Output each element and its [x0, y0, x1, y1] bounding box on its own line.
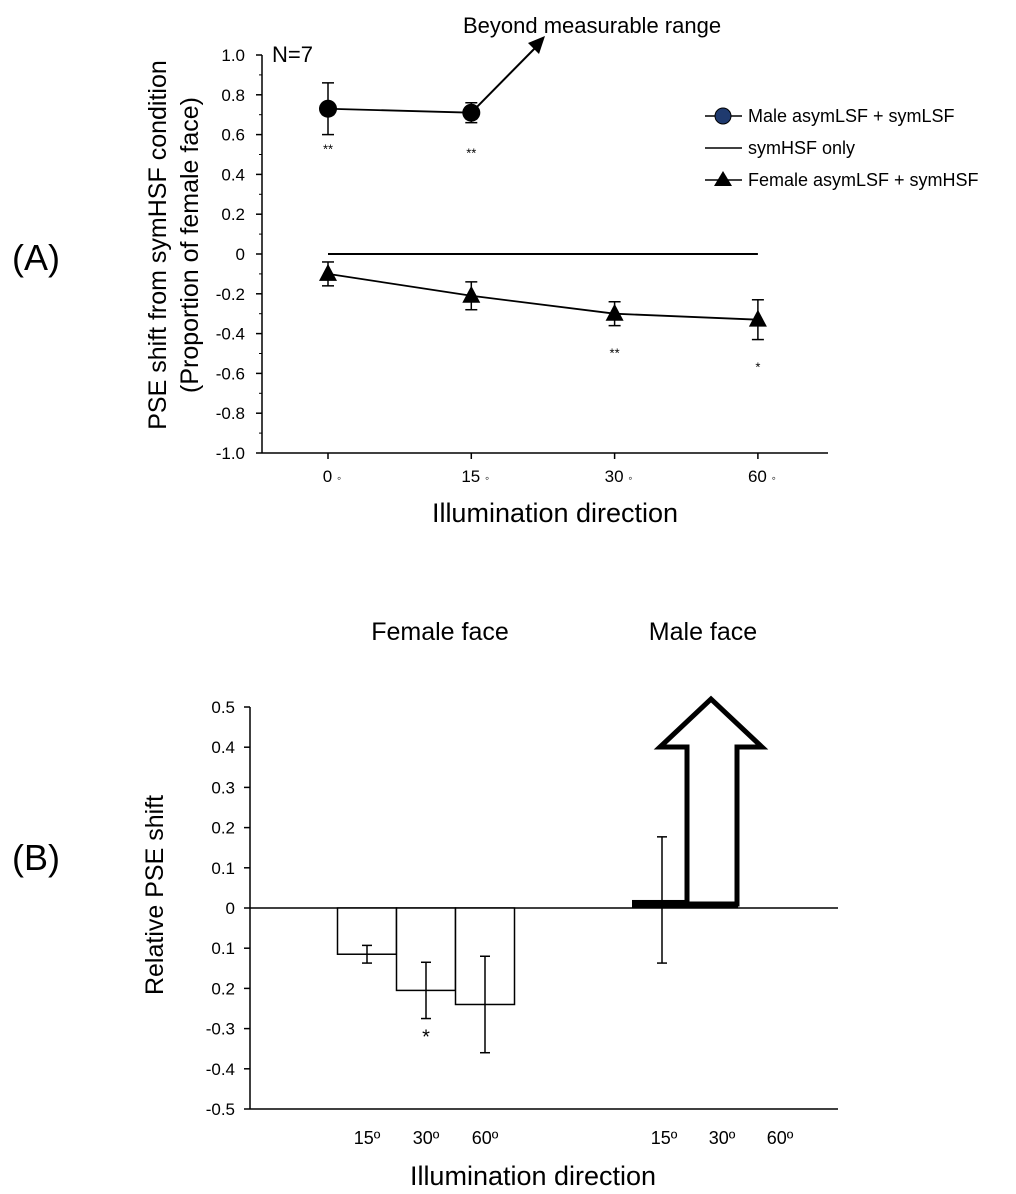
panel-a-x-ticks: 0 ◦ 15 ◦ 30 ◦ 60 ◦ [323, 453, 776, 486]
panel-b-bars: * [336, 695, 769, 1054]
panel-a-point-female [605, 303, 624, 321]
panel-b-significance-mark: * [422, 1027, 430, 1049]
panel-b: (B) Female face Male face -0.5 -0.4 -0.3 0.… [12, 618, 838, 1191]
panel-a-significance-mark: ** [466, 146, 476, 161]
panel-a-y-tick-label: 0.8 [221, 86, 245, 105]
panel-b-group-label-female: Female face [371, 618, 509, 646]
panel-a-y-tick-label: 0 [236, 245, 245, 264]
panel-a-degree-mark: ◦ [485, 471, 489, 485]
panel-b-x-axis-label: Illumination direction [410, 1161, 656, 1191]
panel-a-y-tick-label: 0.6 [221, 126, 245, 145]
panel-a-y-axis-label-line1: PSE shift from symHSF condition [144, 60, 172, 430]
panel-a-label: (A) [12, 237, 60, 278]
panel-a-point-female [462, 285, 481, 303]
panel-a-x-axis-label: Illumination direction [432, 498, 678, 528]
panel-a-y-tick-label: -0.6 [216, 364, 245, 383]
panel-a-x-tick-label: 0 ◦ [323, 467, 341, 486]
panel-b-y-tick-label: 0.1 [211, 939, 235, 958]
panel-a-annotation: Beyond measurable range [463, 13, 721, 38]
panel-b-x-tick-label-female: 30º [413, 1128, 440, 1148]
legend-marker-male [714, 107, 732, 125]
panel-b-x-ticks: 15º 30º 60º 15º 30º 60º [354, 1128, 794, 1148]
panel-a-y-tick-label: 0.4 [221, 165, 245, 184]
panel-a-significance-mark: ** [323, 142, 333, 157]
legend-marker-female [714, 171, 732, 186]
panel-b-y-tick-label: 0.3 [211, 778, 235, 797]
panel-b-y-tick-label: 0.1 [211, 859, 235, 878]
panel-a-y-tick-label: -0.8 [216, 404, 245, 423]
panel-a-y-ticks: -1.0 -0.8 -0.6 -0.4 -0.2 0 0.2 0.4 0.6 0.8 1.0 [216, 46, 262, 463]
panel-b-y-tick-label: -0.3 [206, 1020, 235, 1039]
panel-a-y-tick-label: -0.2 [216, 285, 245, 304]
panel-a-x-tick-label: 15 ◦ [461, 467, 489, 486]
panel-a-point-female [748, 309, 767, 327]
legend-label-female: Female asymLSF + symHSF [748, 170, 979, 190]
panel-a-series-line-male [327, 107, 472, 114]
panel-a-series: ** ***** [319, 36, 767, 375]
legend-label-male: Male asymLSF + symLSF [748, 106, 955, 126]
panel-a-significance-mark: * [755, 360, 760, 375]
panel-a-x-tick-label: 60 ◦ [748, 467, 776, 486]
panel-a-n-label: N=7 [272, 42, 313, 67]
panel-a-legend: Male asymLSF + symLSF symHSF only Female a… [705, 106, 979, 190]
legend-label-symhsf: symHSF only [748, 138, 855, 158]
panel-a-y-tick-label: 0.2 [221, 205, 245, 224]
panel-b-x-tick-label-female: 60º [472, 1128, 499, 1148]
panel-a-point-male [319, 99, 337, 118]
panel-b-y-axis-label: Relative PSE shift [141, 795, 169, 995]
panel-b-y-tick-label: 0.2 [211, 979, 235, 998]
panel-b-y-tick-label: 0.2 [211, 819, 235, 838]
panel-a-y-tick-label: -1.0 [216, 444, 245, 463]
panel-a-degree-mark: ◦ [772, 471, 776, 485]
panel-b-y-tick-label: -0.5 [206, 1100, 235, 1119]
panel-a-degree-mark: ◦ [628, 471, 632, 485]
panel-b-y-ticks: -0.5 -0.4 -0.3 0.2 0.1 0 0.1 0.2 0.3 0.4 0.5 [206, 698, 250, 1119]
panel-b-label: (B) [12, 837, 60, 878]
panel-a-series-line-female [327, 273, 758, 321]
panel-a-annotation-arrowhead [528, 36, 545, 54]
panel-a-y-tick-label: -0.4 [216, 325, 245, 344]
panel-a-y-tick-label: 1.0 [221, 46, 245, 65]
panel-b-x-tick-label-male: 60º [767, 1128, 794, 1148]
panel-a-significance-mark: ** [610, 346, 620, 361]
panel-b-y-tick-label: -0.4 [206, 1060, 235, 1079]
panel-a: (A) -1.0 -0.8 -0.6 -0.4 -0.2 0 0.2 0.4 0.6 0.8 1.0… [12, 13, 979, 528]
panel-a-point-female [319, 263, 337, 281]
panel-a-x-tick-label: 30 ◦ [605, 467, 633, 486]
panel-b-beyond-range-arrow [653, 695, 769, 907]
panel-a-degree-mark: ◦ [337, 471, 341, 485]
panel-a-annotation-arrow [470, 41, 542, 114]
panel-b-y-tick-label: 0 [226, 899, 235, 918]
panel-a-y-axis-label-line2: (Proportion of female face) [176, 97, 204, 393]
panel-b-y-tick-label: 0.4 [211, 738, 235, 757]
panel-b-x-tick-label-male: 15º [651, 1128, 678, 1148]
panel-b-x-tick-label-male: 30º [709, 1128, 736, 1148]
panel-b-y-tick-label: 0.5 [211, 698, 235, 717]
panel-b-x-tick-label-female: 15º [354, 1128, 381, 1148]
panel-b-group-label-male: Male face [649, 618, 757, 646]
